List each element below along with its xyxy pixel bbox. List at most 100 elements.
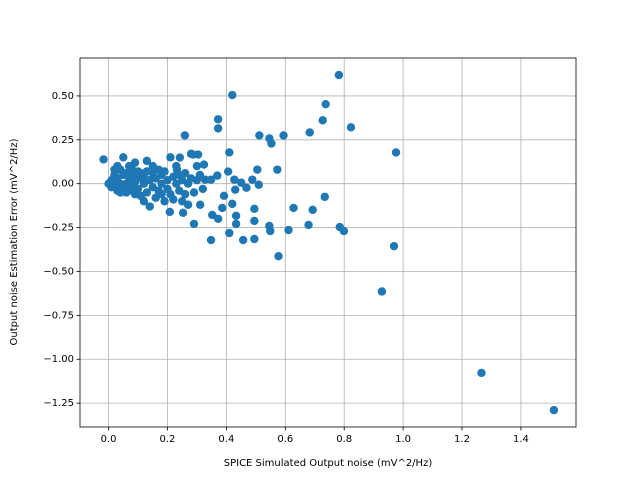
x-tick-label: 1.2 <box>454 434 470 445</box>
point <box>266 226 275 236</box>
point <box>549 405 559 415</box>
y-tick-label: −1.25 <box>43 398 74 409</box>
point <box>180 168 190 178</box>
point <box>199 160 209 169</box>
point <box>219 191 229 201</box>
point <box>274 251 283 261</box>
point <box>304 220 313 230</box>
point <box>238 235 248 245</box>
point <box>166 153 175 162</box>
point <box>289 203 298 213</box>
point <box>346 123 356 132</box>
point <box>377 287 387 296</box>
point <box>305 128 314 137</box>
point <box>124 186 134 195</box>
point <box>253 165 262 174</box>
point <box>477 368 486 378</box>
point <box>273 165 282 174</box>
point <box>116 188 125 197</box>
point <box>133 184 143 194</box>
x-tick-label: 1.0 <box>395 434 411 445</box>
y-tick-label: −0.50 <box>43 266 74 277</box>
point <box>242 183 251 192</box>
plot-frame <box>79 57 577 428</box>
point <box>160 197 169 206</box>
point <box>186 149 196 159</box>
point <box>142 156 152 166</box>
point <box>180 190 190 199</box>
point <box>308 205 317 215</box>
point <box>334 70 344 80</box>
y-tick-label: −1.00 <box>43 354 74 365</box>
point <box>230 175 239 184</box>
y-axis-label: Output noise Estimation Error (mV^2/Hz) <box>9 138 20 345</box>
point <box>113 161 122 171</box>
point <box>139 197 149 206</box>
point <box>183 200 193 209</box>
x-axis-label: SPICE Simulated Output noise (mV^2/Hz) <box>224 458 433 469</box>
point <box>172 161 181 171</box>
point <box>250 234 259 244</box>
point <box>198 184 208 194</box>
point <box>178 208 188 218</box>
point <box>122 179 131 188</box>
x-tick-label: 0.0 <box>101 434 117 445</box>
x-tick-label: 0.8 <box>336 434 352 445</box>
x-tick-label: 0.2 <box>160 434 176 445</box>
point <box>225 148 234 157</box>
point <box>157 190 166 199</box>
point <box>231 219 241 229</box>
point <box>231 211 241 221</box>
point <box>250 216 259 226</box>
point <box>119 153 128 162</box>
point <box>189 219 199 229</box>
point <box>206 175 216 184</box>
point <box>213 115 223 124</box>
y-tick-label: 0.50 <box>52 91 74 102</box>
point <box>248 175 257 184</box>
point <box>236 178 246 187</box>
point <box>228 90 237 100</box>
point <box>208 210 217 220</box>
point <box>213 124 223 133</box>
point <box>284 225 293 235</box>
point <box>133 167 143 176</box>
point <box>142 188 152 197</box>
point <box>130 158 140 167</box>
x-tick-label: 1.4 <box>513 434 529 445</box>
point <box>206 235 216 245</box>
point <box>320 192 329 202</box>
point <box>160 167 169 176</box>
point <box>279 131 288 140</box>
y-tick-label: −0.25 <box>43 223 74 234</box>
point <box>228 199 237 209</box>
point <box>119 170 128 180</box>
point <box>195 170 205 180</box>
point <box>218 203 227 213</box>
point <box>180 131 190 140</box>
point <box>318 116 327 125</box>
point <box>225 228 234 238</box>
point <box>267 139 276 148</box>
point <box>250 204 259 213</box>
x-tick-label: 0.4 <box>218 434 234 445</box>
point <box>255 131 264 140</box>
point <box>389 241 399 251</box>
point <box>231 185 240 194</box>
point <box>339 226 349 236</box>
point <box>165 207 175 217</box>
point <box>391 148 401 157</box>
point <box>195 200 205 209</box>
point <box>223 167 233 176</box>
point <box>213 171 222 180</box>
y-tick-label: 0.25 <box>52 135 74 146</box>
y-tick-label: −0.75 <box>43 310 74 321</box>
point <box>145 202 155 211</box>
point <box>169 195 178 204</box>
y-tick-label: 0.00 <box>52 179 74 190</box>
point <box>189 188 199 197</box>
point <box>130 177 140 187</box>
point <box>142 167 152 176</box>
